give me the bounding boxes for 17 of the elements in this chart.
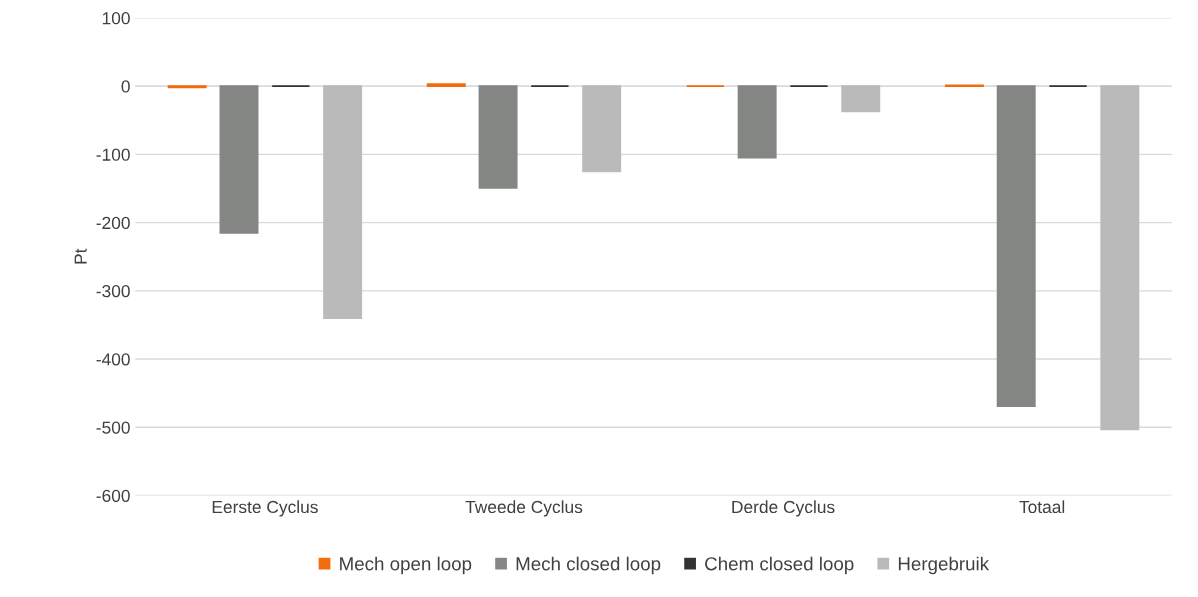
- x-tick-label: Derde Cyclus: [732, 500, 835, 517]
- y-axis-title: Pt: [74, 248, 87, 264]
- legend-label: Mech closed loop: [516, 556, 661, 575]
- legend-label: Mech open loop: [340, 556, 472, 575]
- legend-label: Hergebruik: [898, 556, 990, 575]
- y-tick-label: -300: [96, 284, 130, 298]
- y-tick-label: -100: [96, 148, 130, 161]
- y-tick-label: -600: [96, 489, 130, 502]
- y-tick-label: 0: [121, 80, 130, 93]
- y-tick-label: -400: [96, 353, 130, 366]
- x-tick-label: Eerste Cyclus: [212, 500, 318, 517]
- y-tick-label: 100: [102, 12, 130, 25]
- y-tick-label: -200: [96, 216, 130, 230]
- legend-label: Chem closed loop: [705, 556, 854, 575]
- x-tick-label: Tweede Cyclus: [465, 500, 583, 517]
- y-tick-label: -500: [96, 421, 130, 434]
- x-tick-label: Totaal: [1019, 500, 1065, 514]
